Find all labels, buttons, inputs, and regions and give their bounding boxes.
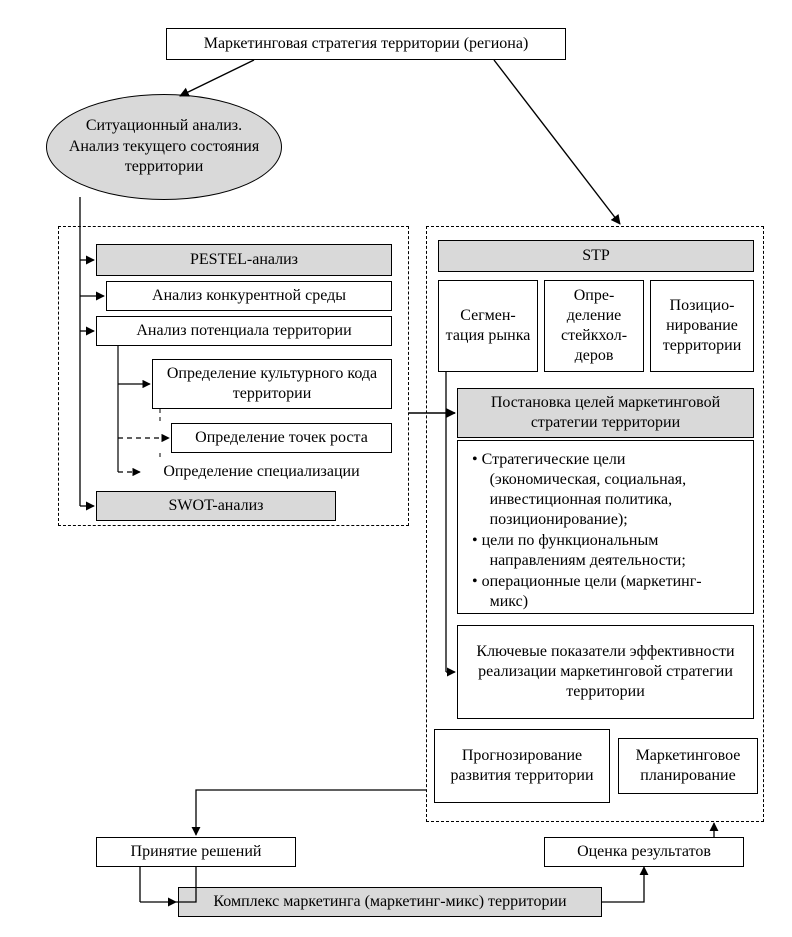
node-growth: Определение точек роста [171,423,392,453]
node-top-title: Маркетинговая стратегия территории (реги… [166,28,566,60]
node-goals-bullets: • Стратегические цели (экономическая, со… [457,440,754,614]
node-results: Оценка результатов [544,837,744,867]
node-specialization: Определение специализации [131,459,392,485]
node-swot: SWOT-анализ [96,491,336,521]
goals-bullet-item: • Стратегические цели (экономическая, со… [472,450,739,530]
node-planning: Маркетинговое планирование [618,738,758,794]
node-decision: Принятие решений [96,837,296,867]
node-stp: STP [438,240,754,272]
node-pestel: PESTEL-анализ [96,244,392,276]
node-goals: Постановка целей маркетинговой стратегии… [457,388,754,438]
goals-bullet-item: • операционные цели (маркетинг-микс) [472,572,739,612]
node-mix: Комплекс маркетинга (маркетинг-микс) тер… [178,887,602,917]
node-stp-segmentation: Сегмен­тация рынка [438,280,538,372]
node-potential: Анализ потенциала территории [96,316,392,346]
goals-bullet-item: • цели по функциональным направлениям де… [472,531,739,571]
node-stp-stakeholders: Опре­деление стейкхол­деров [544,280,644,372]
node-cultural-code: Определение культурного кода территории [152,359,392,409]
node-kpi: Ключевые показатели эффективности реализ… [457,625,754,719]
node-ellipse-situational: Ситуационный анализ. Анализ текущего сос… [46,94,282,200]
node-stp-positioning: Позицио­нирование территории [650,280,754,372]
node-forecast: Прогнозирование развития терри­тории [434,729,610,803]
node-comp-env: Анализ конкурентной среды [106,281,392,311]
